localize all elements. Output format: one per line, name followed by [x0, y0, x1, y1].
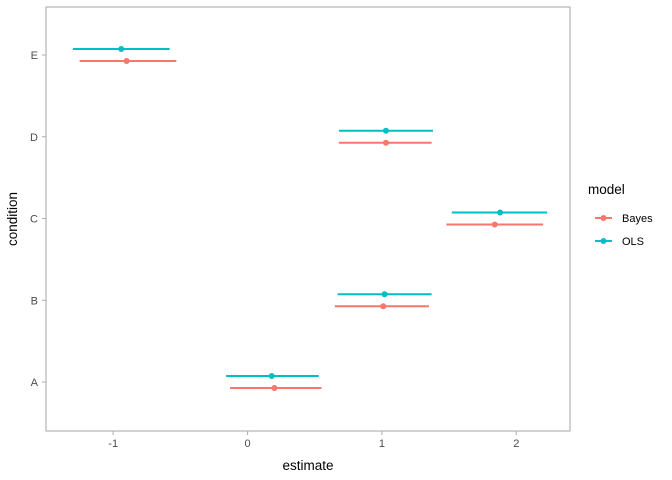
point-Bayes-C	[491, 221, 498, 228]
legend-title: model	[588, 182, 625, 197]
plot-panel-border	[45, 6, 571, 432]
data-marks	[72, 46, 548, 391]
point-Bayes-A	[271, 385, 278, 391]
point-Bayes-E	[123, 58, 130, 64]
y-tick-label-E: E	[31, 50, 38, 62]
point-OLS-D	[382, 127, 389, 134]
y-tick-label-B: B	[31, 295, 38, 307]
legend: model Bayes OLS	[588, 182, 653, 248]
x-tick-label-2: 2	[513, 438, 519, 450]
point-Bayes-D	[382, 139, 389, 146]
x-axis: -1 0 1 2	[108, 431, 519, 450]
y-axis: A B C D E	[30, 50, 46, 389]
point-Bayes-B	[380, 303, 387, 310]
legend-key-point-Bayes	[600, 215, 607, 221]
y-axis-title: condition	[5, 192, 20, 246]
legend-label-Bayes: Bayes	[622, 213, 653, 225]
point-OLS-B	[381, 291, 388, 298]
y-tick-label-A: A	[31, 377, 39, 389]
point-OLS-A	[268, 373, 275, 379]
x-tick-label--1: -1	[108, 438, 118, 450]
x-tick-label-1: 1	[379, 438, 385, 450]
point-OLS-E	[118, 46, 125, 52]
y-tick-label-C: C	[30, 214, 38, 226]
legend-key-point-OLS	[600, 238, 607, 244]
x-axis-title: estimate	[282, 458, 333, 473]
x-tick-label-0: 0	[244, 438, 250, 450]
legend-label-OLS: OLS	[622, 236, 644, 248]
point-OLS-C	[497, 209, 504, 216]
y-tick-label-D: D	[30, 132, 38, 144]
